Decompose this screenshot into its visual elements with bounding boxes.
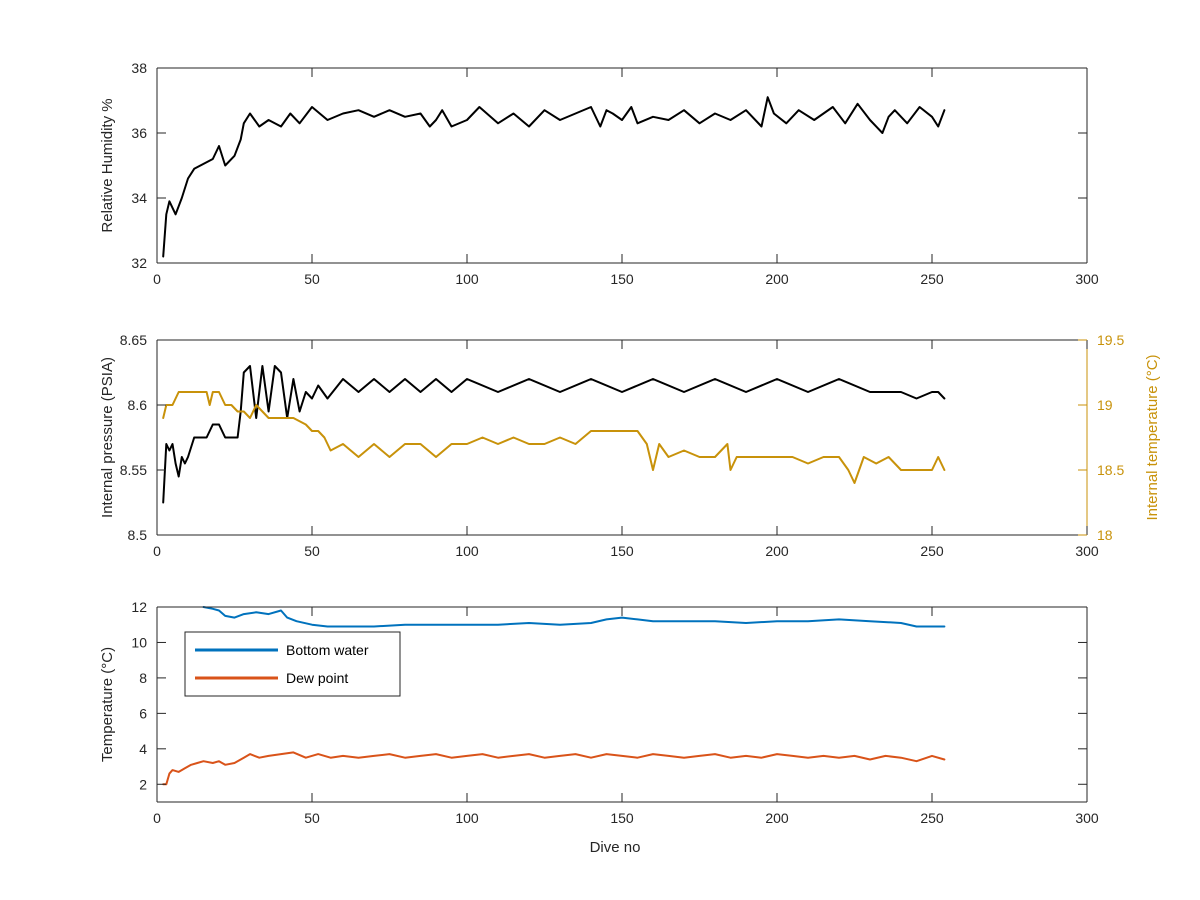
legend-box	[184, 631, 401, 697]
chart-humidity: 0 50 100 150 200 250 300 32 34 36 38 Relative Humid…	[99, 60, 1099, 287]
y-tick-label: 32	[131, 255, 147, 271]
x-tick-label: 0	[153, 543, 161, 559]
y-right-tick-label: 18.5	[1097, 462, 1124, 478]
y-right-tick-label: 19.5	[1097, 332, 1124, 348]
x-tick-label: 250	[920, 810, 944, 826]
y-tick-label: 10	[131, 634, 147, 650]
y-tick-label: 8.65	[120, 332, 147, 348]
x-tick-label: 250	[920, 271, 944, 287]
x-tick-label: 100	[455, 543, 479, 559]
x-tick-label: 300	[1075, 543, 1099, 559]
series-line-temperature-0	[202, 606, 946, 628]
x-tick-label: 150	[610, 271, 634, 287]
series-line-pressure-temperature-0	[162, 365, 946, 504]
y-axis-label: Relative Humidity %	[99, 98, 116, 232]
y-right-tick-label: 19	[1097, 397, 1113, 413]
legend-label: Dew point	[286, 670, 348, 686]
x-tick-label: 300	[1075, 810, 1099, 826]
chart-temperature: 0 50 100 150 200 250 300 2 4 6 8 10 12 Temperature (°…	[99, 599, 1099, 856]
y-tick-label: 38	[131, 60, 147, 76]
legend-label: Bottom water	[286, 642, 369, 658]
x-tick-label: 150	[610, 543, 634, 559]
series-line-temperature-1	[162, 751, 946, 786]
y-tick-label: 8	[139, 670, 147, 686]
x-tick-label: 200	[765, 810, 789, 826]
x-tick-label: 0	[153, 271, 161, 287]
x-tick-label: 200	[765, 543, 789, 559]
x-tick-label: 100	[455, 810, 479, 826]
series-line-humidity-0	[162, 96, 946, 258]
x-tick-label: 50	[304, 271, 320, 287]
x-tick-label: 300	[1075, 271, 1099, 287]
plot-area	[157, 340, 1087, 535]
series-line-pressure-temperature-1	[162, 391, 946, 484]
x-tick-label: 0	[153, 810, 161, 826]
y-tick-label: 8.6	[128, 397, 148, 413]
x-tick-label: 200	[765, 271, 789, 287]
y-axis-label: Internal pressure (PSIA)	[99, 357, 116, 518]
y-tick-label: 4	[139, 741, 147, 757]
legend: Bottom water Dew point	[184, 631, 401, 697]
x-tick-label: 250	[920, 543, 944, 559]
x-tick-label: 150	[610, 810, 634, 826]
y-tick-label: 34	[131, 190, 147, 206]
y-tick-label: 12	[131, 599, 147, 615]
y-tick-label: 8.5	[128, 527, 148, 543]
y-tick-label: 2	[139, 776, 147, 792]
chart-pressure-temperature: 0 50 100 150 200 250 300 8.5 8.55 8.6 8.65 18 18.5 19…	[99, 332, 1161, 559]
y-tick-label: 6	[139, 705, 147, 721]
y-tick-label: 36	[131, 125, 147, 141]
y-axis-right-label: Internal temperature (°C)	[1144, 354, 1161, 520]
y-axis-label: Temperature (°C)	[99, 647, 116, 762]
x-tick-label: 50	[304, 810, 320, 826]
x-tick-label: 50	[304, 543, 320, 559]
y-tick-label: 8.55	[120, 462, 147, 478]
y-right-tick-label: 18	[1097, 527, 1113, 543]
plot-area	[157, 68, 1087, 263]
x-tick-label: 100	[455, 271, 479, 287]
x-axis-label: Dive no	[590, 839, 641, 856]
